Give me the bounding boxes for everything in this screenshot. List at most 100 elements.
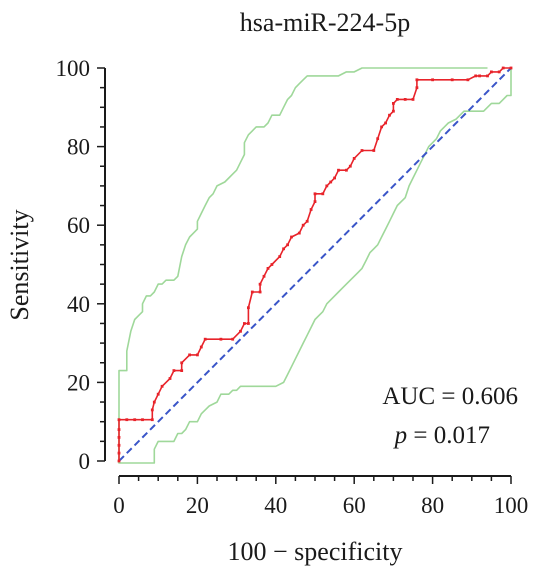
reference-line (118, 67, 512, 462)
y-tick-label: 0 (79, 449, 91, 474)
roc-point (199, 345, 203, 349)
y-axis-ticks: 0 20 40 60 80 100 (56, 56, 105, 474)
roc-point (337, 168, 340, 172)
roc-point (360, 149, 364, 152)
roc-point (431, 78, 434, 82)
x-tick-label: 100 (494, 493, 529, 518)
y-axis-title: Sensitivity (5, 209, 34, 320)
roc-point (152, 400, 156, 404)
auc-annotation: AUC = 0.606 (382, 383, 518, 410)
x-tick-label: 0 (113, 493, 125, 518)
roc-point (150, 418, 154, 422)
roc-point (395, 98, 399, 101)
roc-point (180, 361, 184, 365)
roc-point (450, 78, 454, 82)
roc-point (270, 263, 274, 266)
roc-point (141, 418, 144, 422)
y-tick-label: 80 (67, 135, 90, 160)
roc-point (466, 78, 470, 82)
roc-point (180, 369, 184, 372)
roc-point (243, 322, 246, 325)
roc-point (486, 74, 489, 78)
roc-point (117, 451, 121, 455)
roc-point (352, 157, 356, 160)
roc-point (490, 70, 493, 74)
roc-point (345, 168, 348, 172)
roc-point (125, 418, 129, 422)
ci-lower-line (118, 68, 512, 464)
roc-point (411, 98, 415, 101)
roc-point (501, 66, 505, 70)
y-tick-label: 40 (67, 292, 90, 317)
roc-point (196, 353, 199, 357)
roc-point (203, 337, 207, 341)
roc-point (415, 78, 419, 82)
roc-point (403, 98, 407, 101)
p-value-annotation: p = 0.017 (393, 422, 490, 449)
roc-point (509, 66, 513, 70)
roc-point (290, 235, 293, 239)
p-value: = 0.017 (407, 422, 490, 449)
roc-point (117, 459, 121, 463)
roc-point (380, 125, 383, 129)
roc-point (384, 121, 387, 125)
roc-point (117, 436, 121, 439)
confidence-bands (118, 67, 512, 464)
roc-point (415, 86, 419, 90)
roc-point (478, 74, 481, 78)
roc-curve (117, 66, 513, 463)
roc-point (247, 322, 250, 325)
roc-point (313, 200, 317, 203)
x-tick-label: 80 (421, 493, 444, 518)
roc-point (239, 329, 242, 333)
roc-point (329, 180, 333, 184)
roc-point (117, 443, 121, 447)
roc-point (286, 243, 289, 247)
y-tick-label: 100 (56, 56, 91, 81)
x-tick-label: 60 (343, 493, 366, 518)
roc-point (333, 176, 336, 180)
roc-point (117, 428, 121, 431)
roc-point (305, 219, 309, 223)
roc-point (376, 137, 380, 141)
roc-point (497, 70, 501, 74)
roc-point (392, 102, 395, 105)
roc-point (321, 192, 325, 196)
roc-point (117, 418, 121, 422)
roc-point (247, 306, 250, 310)
roc-point (156, 392, 160, 396)
roc-point (188, 353, 191, 357)
roc-point (282, 247, 285, 251)
roc-point (388, 113, 391, 117)
roc-point (474, 74, 478, 78)
roc-point (262, 274, 266, 278)
roc-point (325, 184, 329, 188)
roc-point (250, 290, 254, 294)
roc-point (348, 164, 352, 168)
roc-point (392, 109, 395, 113)
x-tick-label: 20 (186, 493, 209, 518)
roc-point (133, 418, 137, 422)
chart-title: hsa-miR-224-5p (240, 8, 410, 37)
ci-upper-line (118, 67, 488, 461)
x-tick-label: 40 (264, 493, 287, 518)
reference-diagonal (118, 67, 512, 462)
roc-point (219, 337, 223, 341)
roc-point (150, 408, 154, 412)
p-symbol: p (393, 422, 408, 449)
roc-point (258, 290, 262, 294)
roc-point (372, 149, 376, 152)
roc-point (231, 337, 235, 341)
roc-point (313, 192, 317, 196)
y-tick-label: 20 (67, 370, 90, 395)
roc-point (309, 208, 313, 211)
x-axis-title: 100 − specificity (228, 537, 403, 566)
y-tick-label: 60 (67, 213, 90, 238)
roc-point (266, 267, 270, 270)
x-axis-ticks: 0 20 40 60 80 100 (113, 476, 528, 518)
roc-point (301, 223, 305, 227)
roc-point (297, 231, 301, 235)
roc-point (258, 282, 262, 286)
roc-point (168, 377, 172, 380)
